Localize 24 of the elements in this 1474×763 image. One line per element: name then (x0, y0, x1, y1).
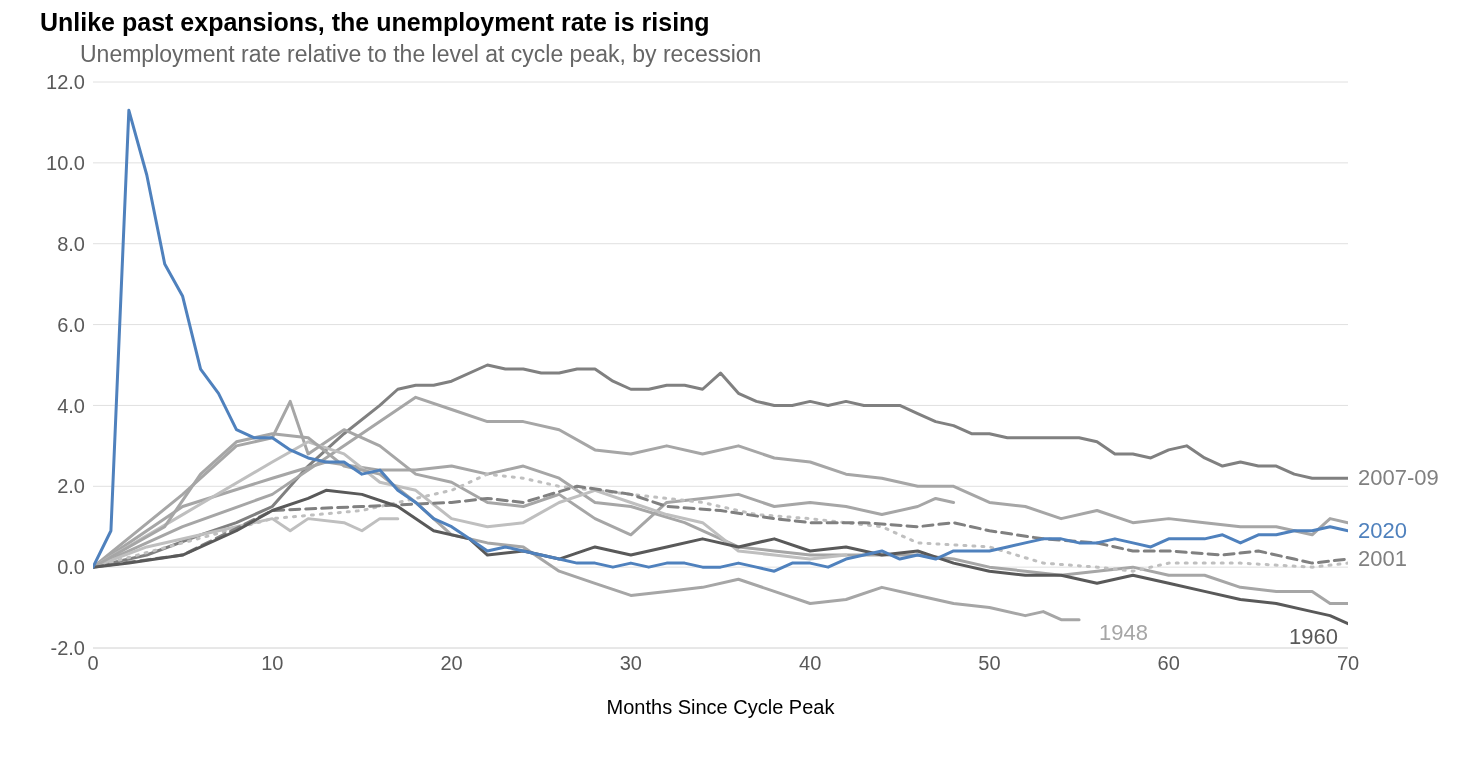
y-tick-label: 0.0 (57, 556, 85, 579)
x-tick-label: 20 (440, 652, 463, 675)
y-tick-label: 10.0 (46, 151, 85, 174)
y-tick-label: 6.0 (57, 313, 85, 336)
x-tick-label: 50 (978, 652, 1001, 675)
series-label: 2020 (1358, 517, 1407, 543)
y-tick-label: -2.0 (50, 637, 85, 660)
x-tick-label: 0 (87, 652, 99, 675)
y-tick-label: 4.0 (57, 394, 85, 417)
series-label: 1960 (1289, 623, 1338, 649)
x-axis-title: Months Since Cycle Peak (606, 696, 836, 718)
chart-title: Unlike past expansions, the unemployment rate is rising (40, 8, 711, 37)
x-tick-label: 30 (619, 652, 642, 675)
y-tick-label: 8.0 (57, 232, 85, 255)
x-tick-label: 10 (261, 652, 284, 675)
x-tick-label: 70 (1336, 652, 1360, 675)
y-tick-label: 2.0 (57, 475, 85, 498)
series-label: 2007-09 (1358, 465, 1439, 491)
x-tick-label: 60 (1157, 652, 1180, 675)
series-label: 1948 (1099, 619, 1149, 645)
x-tick-label: 40 (799, 652, 822, 675)
y-tick-label: 12.0 (46, 71, 85, 94)
chart-subtitle: Unemployment rate relative to the level at cycle peak, by recession (80, 41, 763, 68)
series-label: 2001 (1358, 546, 1407, 572)
